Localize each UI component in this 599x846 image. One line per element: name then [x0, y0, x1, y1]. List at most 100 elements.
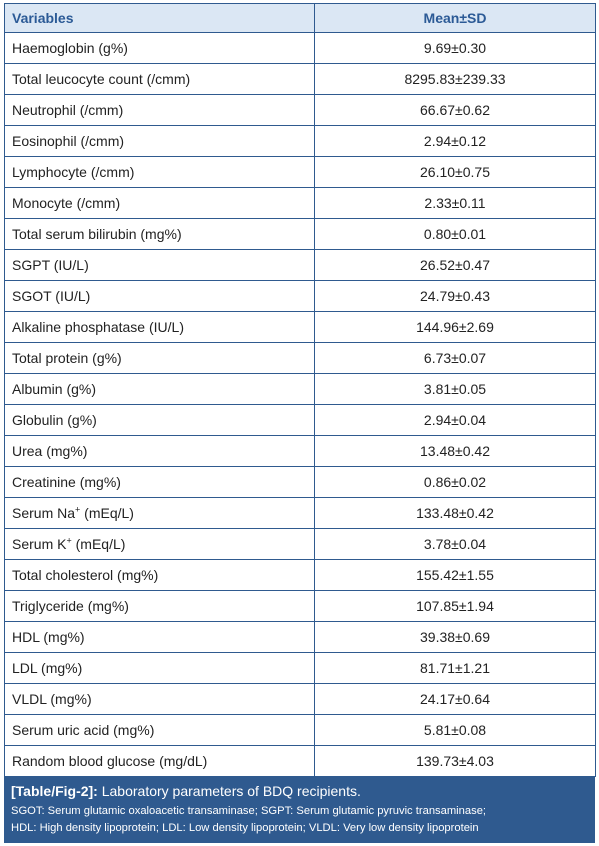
mean-sd-cell: 9.69±0.30: [314, 32, 596, 64]
mean-sd-cell: 24.79±0.43: [314, 280, 596, 312]
caption-abbreviations: SGOT: Serum glutamic oxaloacetic transam…: [11, 803, 588, 837]
variable-cell: Total serum bilirubin (mg%): [4, 218, 315, 250]
variable-cell: Eosinophil (/cmm): [4, 125, 315, 157]
header-variables: Variables: [4, 3, 315, 33]
variable-cell: VLDL (mg%): [4, 683, 315, 715]
variable-label: Serum K: [12, 536, 67, 552]
variable-cell: SGPT (IU/L): [4, 249, 315, 281]
variable-cell: Total cholesterol (mg%): [4, 559, 315, 591]
mean-sd-cell: 107.85±1.94: [314, 590, 596, 622]
mean-sd-cell: 133.48±0.42: [314, 497, 596, 529]
table-row: Haemoglobin (g%) 9.69±0.30: [4, 32, 596, 64]
variable-label: Albumin (g%): [12, 381, 97, 397]
table-row: Alkaline phosphatase (IU/L) 144.96±2.69: [4, 311, 596, 343]
table-header: Variables Mean±SD: [4, 3, 596, 33]
variable-label: Serum uric acid (mg%): [12, 722, 155, 738]
mean-sd-cell: 3.78±0.04: [314, 528, 596, 560]
variable-label: Alkaline phosphatase (IU/L): [12, 319, 184, 335]
variable-cell: Monocyte (/cmm): [4, 187, 315, 219]
table-row: Random blood glucose (mg/dL) 139.73±4.03: [4, 745, 596, 777]
table-row: Neutrophil (/cmm) 66.67±0.62: [4, 94, 596, 126]
mean-sd-cell: 8295.83±239.33: [314, 63, 596, 95]
variable-cell: Total leucocyte count (/cmm): [4, 63, 315, 95]
variable-label: Total protein (g%): [12, 350, 122, 366]
table-body: Haemoglobin (g%) 9.69±0.30 Total leucocyte…: [4, 32, 596, 777]
caption-title: [Table/Fig-2]: Laboratory parameters of …: [11, 782, 588, 801]
mean-sd-cell: 0.80±0.01: [314, 218, 596, 250]
variable-unit: (mEq/L): [71, 536, 126, 552]
header-mean-sd: Mean±SD: [314, 3, 596, 33]
table-row: Total cholesterol (mg%) 155.42±1.55: [4, 559, 596, 591]
variable-label: Monocyte (/cmm): [12, 195, 121, 211]
mean-sd-cell: 81.71±1.21: [314, 652, 596, 684]
caption-note-line-1: SGOT: Serum glutamic oxaloacetic transam…: [11, 805, 487, 817]
mean-sd-cell: 3.81±0.05: [314, 373, 596, 405]
variable-label: VLDL (mg%): [12, 691, 92, 707]
ion-charge-superscript: +: [75, 504, 81, 515]
variable-cell: LDL (mg%): [4, 652, 315, 684]
variable-label: SGPT (IU/L): [12, 257, 89, 273]
variable-label: Eosinophil (/cmm): [12, 133, 125, 149]
variable-cell: Creatinine (mg%): [4, 466, 315, 498]
mean-sd-cell: 13.48±0.42: [314, 435, 596, 467]
variable-label: Serum Na: [12, 505, 76, 521]
variable-label: HDL (mg%): [12, 629, 85, 645]
variable-cell: HDL (mg%): [4, 621, 315, 653]
table-row: Eosinophil (/cmm) 2.94±0.12: [4, 125, 596, 157]
table-row: Albumin (g%) 3.81±0.05: [4, 373, 596, 405]
table-caption: [Table/Fig-2]: Laboratory parameters of …: [4, 777, 595, 843]
table-row: SGOT (IU/L) 24.79±0.43: [4, 280, 596, 312]
variable-label: Globulin (g%): [12, 412, 97, 428]
mean-sd-cell: 0.86±0.02: [314, 466, 596, 498]
variable-cell: Neutrophil (/cmm): [4, 94, 315, 126]
table-row: Monocyte (/cmm) 2.33±0.11: [4, 187, 596, 219]
table-row: LDL (mg%) 81.71±1.21: [4, 652, 596, 684]
variable-label: Neutrophil (/cmm): [12, 102, 124, 118]
table-row: Total leucocyte count (/cmm) 8295.83±239.…: [4, 63, 596, 95]
mean-sd-cell: 24.17±0.64: [314, 683, 596, 715]
mean-sd-cell: 26.52±0.47: [314, 249, 596, 281]
table-row: Serum uric acid (mg%) 5.81±0.08: [4, 714, 596, 746]
mean-sd-cell: 155.42±1.55: [314, 559, 596, 591]
table-row: Globulin (g%) 2.94±0.04: [4, 404, 596, 436]
variable-unit: (mEq/L): [80, 505, 134, 521]
mean-sd-cell: 5.81±0.08: [314, 714, 596, 746]
variable-label: Total cholesterol (mg%): [12, 567, 159, 583]
variable-label: Urea (mg%): [12, 443, 88, 459]
variable-cell: Alkaline phosphatase (IU/L): [4, 311, 315, 343]
mean-sd-cell: 66.67±0.62: [314, 94, 596, 126]
variable-label: Random blood glucose (mg/dL): [12, 753, 208, 769]
laboratory-parameters-table: Variables Mean±SD Haemoglobin (g%) 9.69±0…: [4, 3, 596, 777]
variable-cell: Serum Na+ (mEq/L): [4, 497, 315, 529]
caption-note-line-2: HDL: High density lipoprotein; LDL: Low …: [11, 822, 479, 834]
header-row: Variables Mean±SD: [4, 3, 596, 33]
table-row: Total protein (g%) 6.73±0.07: [4, 342, 596, 374]
variable-cell: Random blood glucose (mg/dL): [4, 745, 315, 777]
table-row: Serum Na+ (mEq/L) 133.48±0.42: [4, 497, 596, 529]
variable-label: Total serum bilirubin (mg%): [12, 226, 182, 242]
mean-sd-cell: 39.38±0.69: [314, 621, 596, 653]
variable-cell: Globulin (g%): [4, 404, 315, 436]
caption-tag: [Table/Fig-2]:: [11, 783, 98, 799]
variable-label: Total leucocyte count (/cmm): [12, 71, 191, 87]
table-row: Creatinine (mg%) 0.86±0.02: [4, 466, 596, 498]
variable-label: Triglyceride (mg%): [12, 598, 129, 614]
variable-label: Haemoglobin (g%): [12, 40, 128, 56]
caption-title-text: Laboratory parameters of BDQ recipients.: [97, 783, 361, 799]
mean-sd-cell: 139.73±4.03: [314, 745, 596, 777]
variable-cell: Serum uric acid (mg%): [4, 714, 315, 746]
table-row: SGPT (IU/L) 26.52±0.47: [4, 249, 596, 281]
mean-sd-cell: 2.94±0.04: [314, 404, 596, 436]
table-row: Urea (mg%) 13.48±0.42: [4, 435, 596, 467]
variable-cell: Urea (mg%): [4, 435, 315, 467]
ion-charge-superscript: +: [66, 535, 72, 546]
mean-sd-cell: 2.33±0.11: [314, 187, 596, 219]
variable-cell: Triglyceride (mg%): [4, 590, 315, 622]
mean-sd-cell: 26.10±0.75: [314, 156, 596, 188]
table-row: Lymphocyte (/cmm) 26.10±0.75: [4, 156, 596, 188]
variable-cell: Albumin (g%): [4, 373, 315, 405]
table-row: HDL (mg%) 39.38±0.69: [4, 621, 596, 653]
variable-cell: Total protein (g%): [4, 342, 315, 374]
variable-cell: Haemoglobin (g%): [4, 32, 315, 64]
table-row: Serum K+ (mEq/L) 3.78±0.04: [4, 528, 596, 560]
